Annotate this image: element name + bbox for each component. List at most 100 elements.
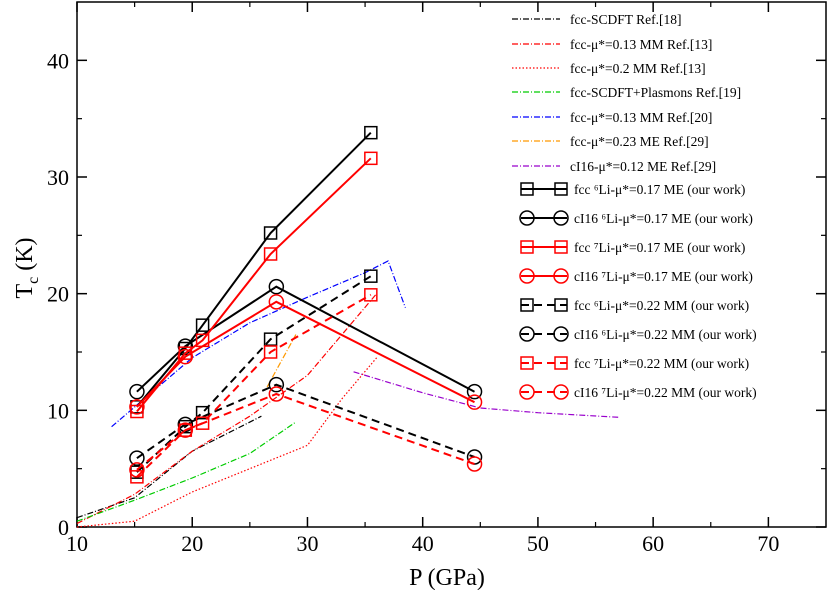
x-tick-label: 50	[527, 531, 549, 556]
data-point	[268, 376, 285, 393]
y-axis-title-main: T	[12, 284, 38, 299]
data-point	[268, 278, 285, 295]
legend-entry-ci16-li6-022-mm: cI16 ⁶Li-μ*=0.22 MM (our work)	[519, 326, 757, 342]
series-ci16-li7-022-mm	[129, 386, 483, 478]
legend-label: fcc-SCDFT+Plasmons Ref.[19]	[570, 85, 741, 100]
data-point	[195, 318, 210, 332]
x-tick-label: 30	[296, 531, 318, 556]
series-line	[136, 392, 475, 471]
legend-label: fcc-μ*=0.13 MM Ref.[20]	[570, 110, 712, 125]
series-ci16-me012-29	[353, 371, 619, 418]
legend-marker	[520, 240, 534, 254]
data-point	[466, 449, 483, 465]
legend-entry-ci16-me012-29: cI16-μ*=0.12 ME Ref.[29]	[512, 159, 716, 174]
data-point	[178, 423, 193, 437]
legend-label: fcc-SCDFT Ref.[18]	[570, 12, 681, 27]
series-ci16-li7-017-me	[129, 294, 483, 415]
data-point	[130, 470, 144, 484]
legend-label: cI16-μ*=0.12 ME Ref.[29]	[570, 159, 716, 174]
y-axis-title-sub: c	[25, 277, 42, 284]
legend-entry-fcc-mm013-20: fcc-μ*=0.13 MM Ref.[20]	[512, 110, 712, 125]
series-fcc-li7-022-mm	[130, 288, 378, 484]
series-line	[76, 421, 297, 522]
legend-marker	[554, 356, 568, 370]
series-line	[136, 285, 475, 393]
legend-marker	[519, 268, 535, 284]
legend-label: cI16 ⁷Li-μ*=0.22 MM (our work)	[574, 385, 757, 400]
data-point	[129, 462, 145, 478]
x-tick-label: 60	[642, 531, 664, 556]
data-point	[195, 405, 210, 420]
x-tick-label: 10	[66, 531, 88, 556]
legend-label: fcc-μ*=0.23 ME Ref.[29]	[570, 134, 709, 149]
series-lines	[76, 125, 619, 528]
legend-label: fcc ⁶Li-μ*=0.17 ME (our work)	[574, 182, 745, 197]
legend-marker	[520, 356, 534, 370]
data-point	[364, 151, 378, 166]
x-tick-label: 70	[757, 531, 779, 556]
legend-entry-fcc-li6-017-me: fcc ⁶Li-μ*=0.17 ME (our work)	[520, 182, 745, 197]
data-point	[263, 226, 278, 240]
series-line	[136, 383, 475, 460]
series-line	[111, 260, 406, 428]
legend-marker	[554, 298, 568, 312]
data-point	[466, 383, 483, 400]
series-fcc-mm013-20	[111, 260, 406, 428]
data-point	[177, 422, 194, 438]
legend-marker	[554, 182, 568, 196]
legend-marker	[553, 384, 569, 400]
plot-frame	[76, 1, 827, 528]
data-point	[364, 269, 378, 283]
legend-entry-ci16-li6-017-me: cI16 ⁶Li-μ*=0.17 ME (our work)	[519, 210, 753, 226]
y-tick-label: 10	[47, 398, 69, 423]
data-point	[263, 345, 278, 359]
series-fcc-li6-017-me	[130, 125, 378, 414]
legend-label: cI16 ⁷Li-μ*=0.17 ME (our work)	[574, 269, 753, 284]
legend-entry-ci16-li7-022-mm: cI16 ⁷Li-μ*=0.22 MM (our work)	[519, 384, 757, 400]
series-line	[76, 357, 378, 528]
data-point	[466, 456, 483, 472]
legend-label: fcc ⁷Li-μ*=0.22 MM (our work)	[574, 356, 749, 371]
y-axis-title: Tc (K)	[12, 237, 42, 298]
legend-marker	[554, 240, 568, 254]
data-point	[364, 125, 378, 140]
legend-marker	[520, 182, 534, 196]
legend-entry-fcc-scdft-18: fcc-SCDFT Ref.[18]	[512, 12, 681, 27]
legend-label: fcc ⁶Li-μ*=0.22 MM (our work)	[574, 298, 749, 313]
series-ci16-li6-022-mm	[129, 376, 483, 466]
series-line	[76, 293, 378, 525]
legend-entry-fcc-mm013-13: fcc-μ*=0.13 MM Ref.[13]	[512, 37, 712, 52]
legend-marker	[520, 298, 534, 312]
legend-marker	[519, 210, 535, 226]
x-tick-label: 20	[181, 531, 203, 556]
data-point	[263, 332, 278, 346]
legend-entry-fcc-me023-29: fcc-μ*=0.23 ME Ref.[29]	[512, 134, 709, 149]
legend-label: fcc-μ*=0.13 MM Ref.[13]	[570, 37, 712, 52]
legend: fcc-SCDFT Ref.[18] fcc-μ*=0.13 MM Ref.[13…	[512, 12, 757, 400]
data-point	[129, 399, 145, 415]
x-axis-title: P (GPa)	[409, 565, 485, 590]
legend-entry-fcc-li6-022-mm: fcc ⁶Li-μ*=0.22 MM (our work)	[520, 298, 749, 313]
legend-entry-fcc-li7-017-me: fcc ⁷Li-μ*=0.17 ME (our work)	[520, 240, 745, 255]
y-axis-title-unit: (K)	[12, 237, 38, 276]
series-line	[266, 334, 297, 388]
y-tick-label: 40	[47, 48, 69, 73]
series-line	[136, 300, 475, 408]
legend-marker	[553, 326, 569, 342]
legend-label: fcc-μ*=0.2 MM Ref.[13]	[570, 61, 706, 76]
legend-entry-fcc-li7-022-mm: fcc ⁷Li-μ*=0.22 MM (our work)	[520, 356, 749, 371]
data-point	[268, 294, 285, 310]
data-point	[195, 416, 210, 430]
series-line	[353, 371, 619, 418]
legend-label: cI16 ⁶Li-μ*=0.17 ME (our work)	[574, 211, 753, 226]
data-point	[263, 247, 278, 261]
data-point	[268, 386, 285, 402]
legend-marker	[519, 384, 535, 400]
data-point	[466, 394, 483, 410]
legend-marker	[553, 268, 569, 284]
series-fcc-mm02-13	[76, 357, 378, 528]
y-tick-label: 30	[47, 165, 69, 190]
legend-marker	[553, 210, 569, 226]
series-fcc-mm013-13	[76, 293, 378, 525]
